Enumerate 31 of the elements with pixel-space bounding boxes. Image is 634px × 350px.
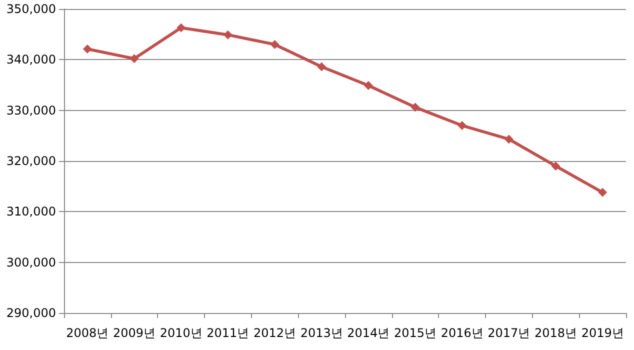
point [410, 102, 420, 112]
point [458, 121, 467, 130]
x-tick-label: 2017년 [488, 326, 530, 340]
x-tick-label: 2011년 [206, 326, 250, 340]
x-tick-label: 2015년 [394, 326, 437, 340]
y-tick-label: 340,000 [6, 52, 56, 67]
y-tick-label: 320,000 [6, 154, 56, 168]
x-tick-label: 2018년 [534, 326, 578, 340]
point [223, 30, 232, 40]
x-tick-label: 2019년 [581, 326, 624, 340]
point [551, 162, 560, 171]
y-tick-label: 350,000 [6, 2, 56, 16]
point [82, 44, 92, 54]
x-tick-label: 2009년 [112, 326, 156, 340]
point [270, 40, 280, 49]
y-tick-label: 300,000 [6, 255, 56, 270]
x-tick-label: 2010년 [160, 326, 202, 340]
point [176, 23, 186, 32]
point [364, 81, 373, 90]
x-tick-label: 2013년 [300, 326, 343, 340]
x-tick-label: 2016년 [440, 326, 484, 340]
point [317, 62, 326, 72]
x-tick-label: 2012년 [253, 326, 296, 340]
x-tick-label: 2008년 [66, 326, 109, 340]
y-tick-label: 310,000 [6, 204, 56, 219]
y-tick-label: 330,000 [6, 103, 56, 118]
point [598, 188, 608, 197]
point [130, 54, 139, 64]
point [504, 134, 514, 144]
y-tick-label: 290,000 [6, 306, 56, 320]
x-tick-label: 2014년 [347, 326, 390, 340]
